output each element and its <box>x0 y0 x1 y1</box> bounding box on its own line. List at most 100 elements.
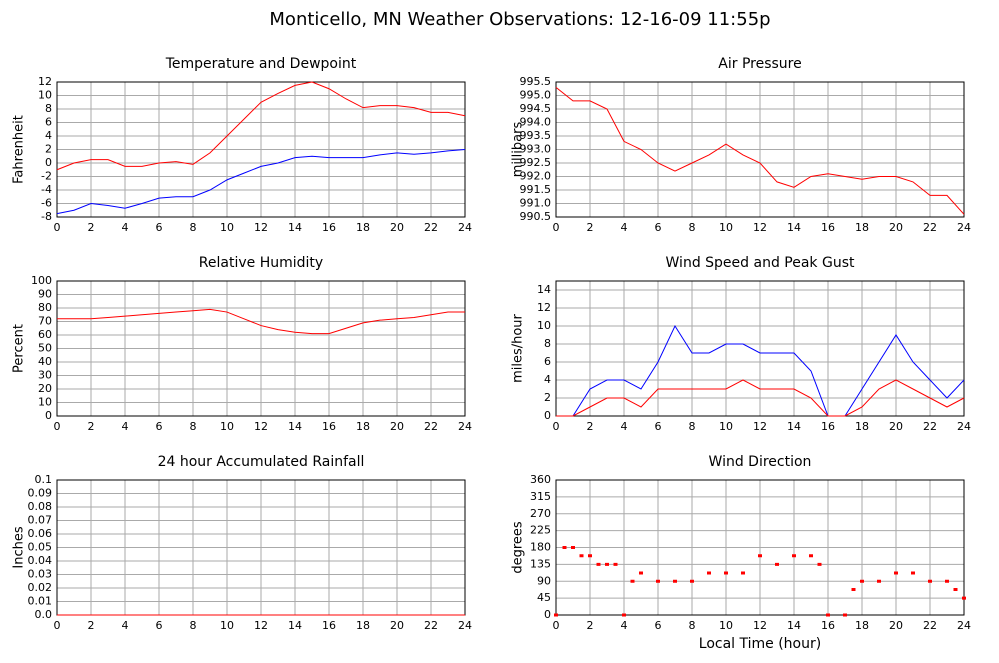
x-tick-label: 0 <box>54 420 61 433</box>
chart-title: Relative Humidity <box>199 255 323 271</box>
x-tick-label: 4 <box>122 619 129 632</box>
x-tick-label: 6 <box>655 420 662 433</box>
x-tick-label: 2 <box>88 221 95 234</box>
y-axis-label: degrees <box>511 521 526 574</box>
data-line <box>57 308 465 335</box>
plot-frame <box>56 280 466 417</box>
x-tick-label: 24 <box>458 619 472 632</box>
y-tick-label: 12 <box>38 75 52 88</box>
data-line <box>56 81 466 171</box>
x-tick-label: 22 <box>424 420 438 433</box>
y-tick-label: 100 <box>31 274 52 287</box>
y-tick-label: 991.0 <box>520 197 552 210</box>
data-point <box>826 613 830 617</box>
x-tick-label: 18 <box>855 619 869 632</box>
x-tick-label: 20 <box>889 619 903 632</box>
x-tick-label: 8 <box>689 420 696 433</box>
x-tick-label: 24 <box>957 221 971 234</box>
y-tick-label: 80 <box>38 301 52 314</box>
plot-frame <box>555 479 965 616</box>
x-tick-label: 2 <box>88 420 95 433</box>
y-tick-label: 30 <box>38 369 52 382</box>
x-tick-label: 12 <box>753 221 767 234</box>
x-tick-label: 6 <box>655 619 662 632</box>
x-tick-label: 8 <box>689 619 696 632</box>
y-tick-label: 0.05 <box>28 541 53 554</box>
data-point <box>639 571 643 575</box>
x-tick-label: 12 <box>753 619 767 632</box>
data-point <box>588 554 592 558</box>
chart-title: Wind Speed and Peak Gust <box>666 255 855 271</box>
x-tick-label: 8 <box>689 221 696 234</box>
x-tick-label: 0 <box>54 221 61 234</box>
data-point <box>775 562 779 566</box>
data-point <box>724 571 728 575</box>
x-tick-label: 22 <box>424 619 438 632</box>
y-tick-label: 993.5 <box>520 129 552 142</box>
data-point <box>690 579 694 583</box>
x-tick-label: 10 <box>220 420 234 433</box>
y-tick-label: 135 <box>530 557 551 570</box>
y-axis-label: Percent <box>12 324 27 373</box>
data-point <box>843 613 847 617</box>
data-point <box>877 579 881 583</box>
data-point <box>554 613 558 617</box>
x-tick-label: 8 <box>190 420 197 433</box>
x-tick-label: 14 <box>787 619 801 632</box>
x-tick-label: 24 <box>957 619 971 632</box>
x-tick-label: 16 <box>322 420 336 433</box>
y-axis-label: Inches <box>12 526 27 568</box>
y-tick-label: 225 <box>530 524 551 537</box>
y-tick-label: 0.0 <box>35 608 53 621</box>
x-tick-label: 12 <box>254 221 268 234</box>
x-tick-label: 18 <box>855 221 869 234</box>
y-tick-label: 10 <box>38 89 52 102</box>
x-tick-label: 16 <box>821 420 835 433</box>
x-tick-label: 6 <box>156 420 163 433</box>
y-tick-label: 0.08 <box>28 500 53 513</box>
data-point <box>605 562 609 566</box>
y-tick-label: 990.5 <box>520 210 552 223</box>
y-tick-label: 994.0 <box>520 116 552 129</box>
x-tick-label: 4 <box>621 420 628 433</box>
y-tick-label: 10 <box>38 396 52 409</box>
y-tick-label: 0.09 <box>28 487 53 500</box>
plot-frame <box>555 280 965 417</box>
x-tick-label: 24 <box>458 420 472 433</box>
chart-title: Temperature and Dewpoint <box>165 56 357 72</box>
x-tick-label: 24 <box>458 221 472 234</box>
x-tick-label: 10 <box>220 221 234 234</box>
x-tick-label: 18 <box>356 619 370 632</box>
plot-frame <box>555 81 965 218</box>
x-tick-label: 12 <box>753 420 767 433</box>
x-tick-label: 2 <box>88 619 95 632</box>
y-tick-label: 4 <box>45 129 52 142</box>
x-tick-label: 20 <box>390 221 404 234</box>
y-tick-label: -6 <box>41 197 52 210</box>
y-tick-label: 10 <box>537 319 551 332</box>
x-tick-label: 2 <box>587 221 594 234</box>
chart-title: Air Pressure <box>718 56 801 72</box>
x-tick-label: 10 <box>719 619 733 632</box>
x-tick-label: 6 <box>156 619 163 632</box>
data-point <box>851 588 856 591</box>
y-tick-label: 6 <box>544 355 551 368</box>
y-tick-label: 994.5 <box>520 102 552 115</box>
x-tick-label: 20 <box>889 420 903 433</box>
y-tick-label: 40 <box>38 355 52 368</box>
y-axis-label: miles/hour <box>511 313 526 382</box>
x-tick-label: 4 <box>621 221 628 234</box>
y-tick-label: 0.03 <box>28 568 53 581</box>
x-tick-label: 22 <box>923 619 937 632</box>
data-point <box>953 588 958 591</box>
x-tick-label: 16 <box>821 221 835 234</box>
x-tick-label: 22 <box>923 221 937 234</box>
y-tick-label: 0.1 <box>35 473 53 486</box>
x-tick-label: 12 <box>254 420 268 433</box>
data-point <box>656 579 660 583</box>
y-tick-label: -2 <box>41 170 52 183</box>
page-title: Monticello, MN Weather Observations: 12-… <box>269 9 770 30</box>
x-tick-label: 10 <box>719 221 733 234</box>
data-point <box>792 554 796 558</box>
y-tick-label: 0 <box>544 608 551 621</box>
